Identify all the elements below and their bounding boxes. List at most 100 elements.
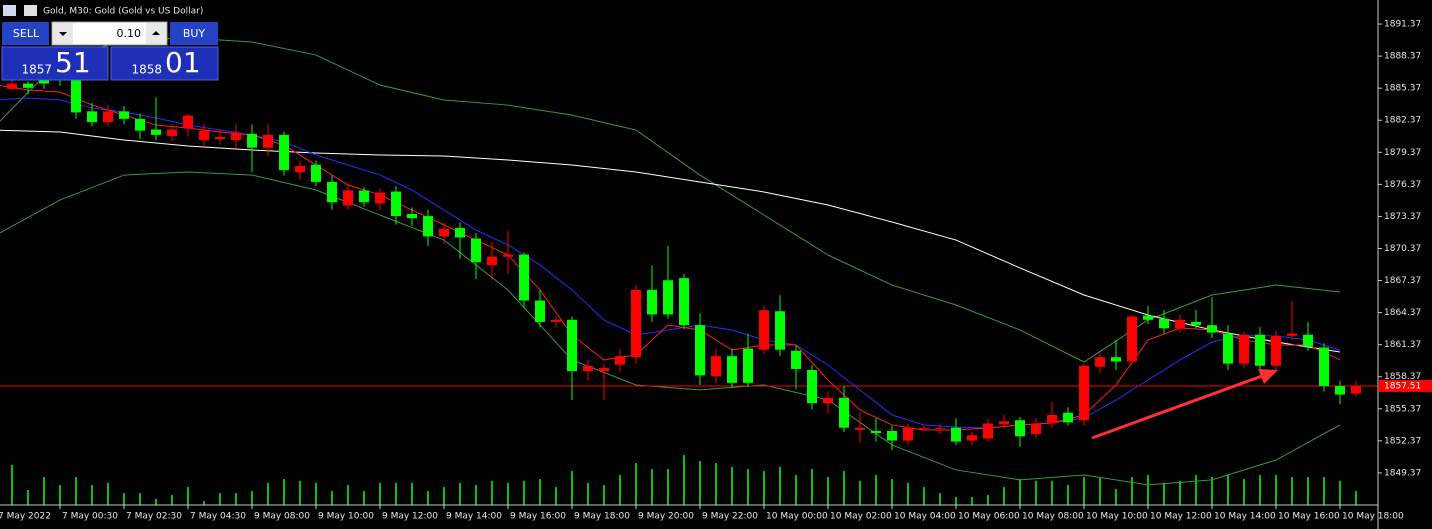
candle-body xyxy=(759,310,769,350)
x-tick-label: 7 May 00:30 xyxy=(62,512,118,522)
candle-body xyxy=(103,111,113,123)
buy-price-box[interactable] xyxy=(110,46,219,81)
volume-bar xyxy=(267,483,269,505)
icon xyxy=(3,5,16,16)
volume-bar xyxy=(731,467,733,505)
candle-body xyxy=(775,311,785,350)
candle-body xyxy=(1303,334,1313,347)
y-tick-label: 1849.37 xyxy=(1384,468,1421,478)
volume-bar xyxy=(75,477,77,505)
y-tick-label: 1861.37 xyxy=(1384,340,1421,350)
y-tick-label: 1885.37 xyxy=(1384,84,1421,94)
candle-body xyxy=(1047,414,1057,424)
candle-body xyxy=(839,397,849,428)
volume-bar xyxy=(1227,475,1229,505)
volume-bar xyxy=(651,469,653,505)
x-tick-label: 10 May 14:00 xyxy=(1214,512,1276,522)
candle-body xyxy=(199,130,209,141)
candle-body xyxy=(247,133,257,148)
candle-body xyxy=(1175,319,1185,329)
candle-body xyxy=(487,256,497,266)
indicator-line xyxy=(0,171,1341,486)
candle-body xyxy=(791,350,801,369)
volume-bar xyxy=(987,495,989,505)
candle-body xyxy=(1271,335,1281,366)
volume-bar xyxy=(635,463,637,505)
volume-bar xyxy=(443,487,445,505)
candle-body xyxy=(1159,318,1169,329)
volume-bar xyxy=(123,493,125,505)
volume-bar xyxy=(971,497,973,505)
candle-body xyxy=(23,83,33,88)
buy-price-main: 1858 xyxy=(131,63,162,77)
volume-bar xyxy=(795,475,797,505)
arrow-head xyxy=(1258,369,1278,384)
candle-body xyxy=(183,115,193,129)
down-arrow xyxy=(59,32,67,36)
candle-body xyxy=(519,254,529,301)
candle-body xyxy=(87,111,97,123)
volume-bar xyxy=(1147,475,1149,505)
volume-bar xyxy=(1195,475,1197,505)
volume-bar xyxy=(203,501,205,505)
volume-bar xyxy=(459,483,461,505)
candle-body xyxy=(1191,321,1201,326)
volume-bar xyxy=(139,493,141,505)
volume-bar xyxy=(699,461,701,505)
y-tick-label: 1876.37 xyxy=(1384,180,1421,190)
candle-body xyxy=(1015,420,1025,437)
volume-bar xyxy=(395,483,397,505)
candle-body xyxy=(1319,347,1329,387)
candle-body xyxy=(1111,357,1121,362)
volume-bar xyxy=(59,485,61,505)
volume-bar xyxy=(1131,477,1133,505)
candle-body xyxy=(375,192,385,204)
volume-bar xyxy=(747,469,749,505)
candle-body xyxy=(695,325,705,376)
volume-bar xyxy=(379,483,381,505)
volume-bar xyxy=(299,481,301,505)
candle-body xyxy=(615,356,625,365)
trade-panel: SELL 0.10 BUY 1857 51 1858 01 xyxy=(1,21,219,81)
buy-price-pips: 01 xyxy=(165,46,201,79)
bid-label-box xyxy=(1379,379,1432,392)
y-tick-label: 1888.37 xyxy=(1384,52,1421,62)
lot-value: 0.10 xyxy=(117,27,142,40)
volume-bar xyxy=(843,471,845,505)
x-tick-label: 9 May 16:00 xyxy=(510,512,566,522)
x-tick-label: 9 May 08:00 xyxy=(254,512,310,522)
y-tick-label: 1879.37 xyxy=(1384,148,1421,158)
candle-body xyxy=(1223,333,1233,364)
candle-body xyxy=(1127,316,1137,362)
buy-button[interactable] xyxy=(170,22,218,45)
candle-body xyxy=(711,356,721,377)
candle-body xyxy=(327,181,337,203)
candle-body xyxy=(599,367,609,372)
volume-bar xyxy=(219,493,221,505)
candle-body xyxy=(407,213,417,219)
candle-body xyxy=(887,430,897,441)
x-tick-label: 10 May 08:00 xyxy=(1022,512,1084,522)
x-tick-label: 9 May 14:00 xyxy=(446,512,502,522)
volume-bar xyxy=(587,483,589,505)
volume-bar xyxy=(603,485,605,505)
bid-label: 1857.51 xyxy=(1384,381,1421,391)
sell-button[interactable] xyxy=(2,22,49,45)
candle-body xyxy=(423,216,433,237)
volume-bar xyxy=(1259,475,1261,505)
volume-bar xyxy=(11,465,13,505)
candle-body xyxy=(967,435,977,441)
volume-bar xyxy=(1051,481,1053,505)
volume-bar xyxy=(763,471,765,505)
candle-body xyxy=(439,228,449,237)
candle-body xyxy=(311,164,321,182)
y-tick-label: 1864.37 xyxy=(1384,308,1421,318)
sell-price-box[interactable] xyxy=(1,46,109,81)
candle-body xyxy=(167,129,177,136)
arrow-shaft xyxy=(1091,374,1263,440)
candle-body xyxy=(359,190,369,203)
candle-body xyxy=(903,427,913,441)
lot-input[interactable] xyxy=(51,21,168,46)
volume-bar xyxy=(875,475,877,505)
y-tick-label: 1855.37 xyxy=(1384,404,1421,414)
